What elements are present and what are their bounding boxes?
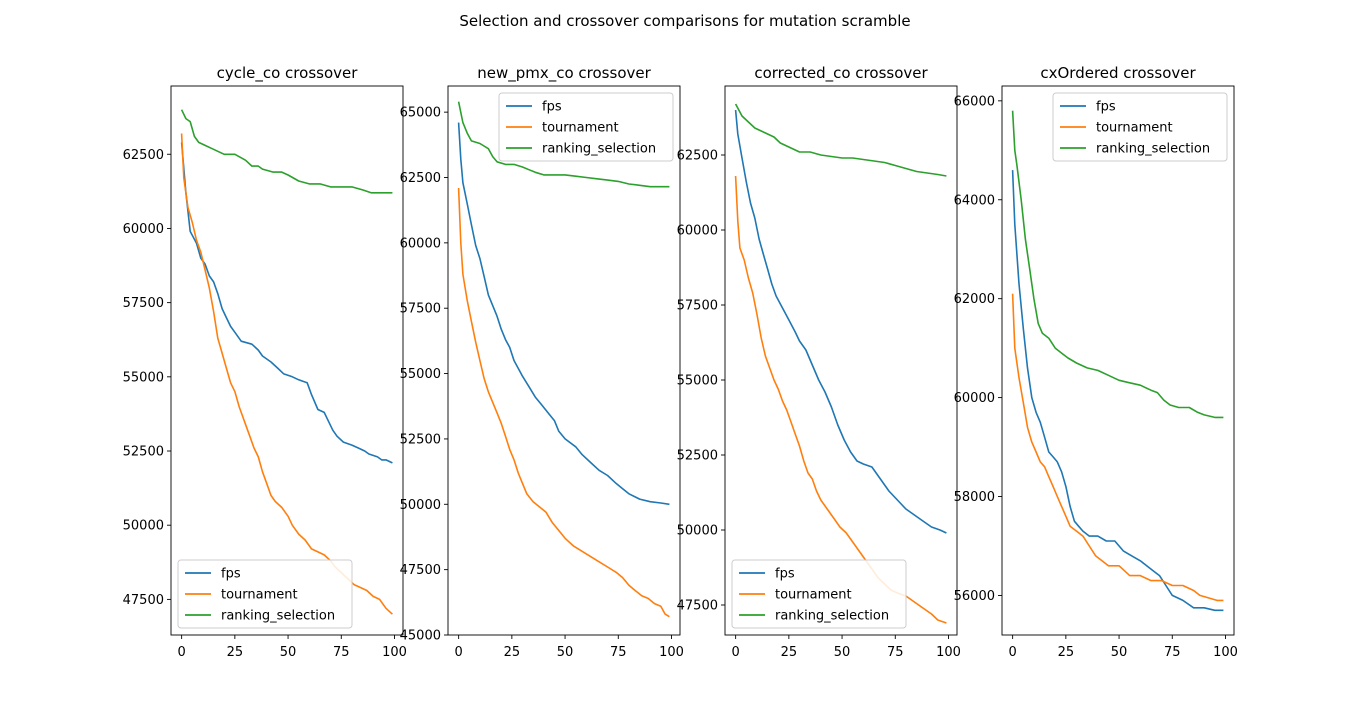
x-tick-label: 100	[936, 645, 961, 660]
y-tick-label: 57500	[677, 299, 718, 314]
series-line-fps	[457, 122, 670, 506]
y-tick-label: 50000	[677, 524, 718, 539]
y-tick-label: 60000	[677, 224, 718, 239]
y-tick-label: 47500	[400, 563, 441, 578]
subplot-3: corrected_co crossover 0 25 50 75 100 47500 500…	[677, 64, 961, 660]
x-tick-label: 75	[333, 645, 350, 660]
x-tick-label: 50	[834, 645, 851, 660]
legend-label-tournament: tournament	[775, 588, 852, 603]
y-tick-label: 55000	[400, 367, 441, 382]
legend-label-tournament: tournament	[1096, 121, 1173, 136]
x-tick-label: 100	[382, 645, 407, 660]
series-line-ranking-selection	[734, 103, 947, 177]
axes-frame	[170, 85, 404, 636]
x-tick-label: 25	[1058, 645, 1075, 660]
legend-box	[1052, 92, 1228, 162]
y-tick-label: 45000	[400, 629, 441, 644]
x-tick-label: 100	[1213, 645, 1238, 660]
legend: fps tournament ranking_selection	[1052, 92, 1228, 162]
y-tick-label: 56000	[954, 589, 995, 604]
legend-label-tournament: tournament	[221, 588, 298, 603]
legend-label-ranking-selection: ranking_selection	[775, 609, 889, 624]
subplot-title: cxOrdered crossover	[1040, 64, 1196, 82]
legend-label-fps: fps	[542, 100, 562, 115]
x-tick-label: 0	[1009, 645, 1017, 660]
series-line-ranking-selection	[457, 101, 670, 188]
y-tick-label: 64000	[954, 193, 995, 208]
series-lines	[180, 109, 393, 615]
axes-frame	[724, 85, 958, 636]
legend-label-ranking-selection: ranking_selection	[1096, 142, 1210, 157]
legend-box	[731, 559, 907, 629]
figure-suptitle: Selection and crossover comparisons for …	[459, 12, 910, 30]
series-line-fps	[180, 142, 393, 464]
series-lines	[734, 103, 947, 624]
legend-label-ranking-selection: ranking_selection	[221, 609, 335, 624]
legend-label-fps: fps	[775, 567, 795, 582]
x-tick-label: 75	[887, 645, 904, 660]
x-tick-label: 100	[659, 645, 684, 660]
y-tick-label: 66000	[954, 94, 995, 109]
y-tick-label: 47500	[123, 593, 164, 608]
legend-label-fps: fps	[1096, 100, 1116, 115]
legend-label-ranking-selection: ranking_selection	[542, 142, 656, 157]
x-tick-label: 25	[504, 645, 521, 660]
y-tick-label: 47500	[677, 599, 718, 614]
x-tick-label: 0	[178, 645, 186, 660]
legend-box	[498, 92, 674, 162]
subplot-title: cycle_co crossover	[217, 64, 359, 83]
y-tick-label: 50000	[123, 519, 164, 534]
y-tick-label: 60000	[123, 222, 164, 237]
y-tick-label: 60000	[400, 236, 441, 251]
subplot-title: new_pmx_co crossover	[477, 64, 651, 83]
y-tick-label: 62500	[400, 171, 441, 186]
series-line-tournament	[1011, 293, 1224, 602]
y-tick-label: 55000	[677, 374, 718, 389]
y-tick-label: 52500	[400, 432, 441, 447]
y-tick-label: 60000	[954, 391, 995, 406]
y-tick-label: 57500	[123, 296, 164, 311]
series-line-tournament	[734, 175, 947, 624]
series-line-ranking-selection	[180, 109, 393, 194]
series-line-tournament	[457, 187, 670, 618]
series-lines	[457, 101, 670, 618]
series-line-ranking-selection	[1011, 110, 1224, 419]
x-tick-label: 0	[455, 645, 463, 660]
y-tick-label: 55000	[123, 370, 164, 385]
y-tick-label: 58000	[954, 490, 995, 505]
legend: fps tournament ranking_selection	[498, 92, 674, 162]
axes-frame	[1001, 85, 1235, 636]
y-tick-label: 65000	[400, 106, 441, 121]
x-tick-label: 50	[557, 645, 574, 660]
legend-box	[177, 559, 353, 629]
x-tick-label: 0	[732, 645, 740, 660]
series-lines	[1011, 110, 1224, 612]
subplot-title: corrected_co crossover	[754, 64, 928, 83]
x-tick-label: 50	[280, 645, 297, 660]
axes-frame	[447, 85, 681, 636]
x-tick-label: 50	[1111, 645, 1128, 660]
y-tick-label: 57500	[400, 302, 441, 317]
y-tick-label: 62500	[123, 148, 164, 163]
x-tick-label: 75	[1164, 645, 1181, 660]
series-line-tournament	[180, 133, 393, 615]
y-tick-label: 62000	[954, 292, 995, 307]
x-tick-label: 75	[610, 645, 627, 660]
subplot-4: cxOrdered crossover 0 25 50 75 100 56000 58000 6…	[954, 64, 1238, 660]
legend: fps tournament ranking_selection	[731, 559, 907, 629]
legend-label-fps: fps	[221, 567, 241, 582]
y-tick-label: 50000	[400, 498, 441, 513]
subplot-2: new_pmx_co crossover 0 25 50 75 100 45000 47500…	[400, 64, 684, 660]
legend: fps tournament ranking_selection	[177, 559, 353, 629]
y-tick-label: 52500	[677, 449, 718, 464]
subplot-1: cycle_co crossover 0 25 50 75 100 47500 50000 52…	[123, 64, 407, 660]
series-line-fps	[1011, 170, 1224, 612]
series-line-fps	[734, 109, 947, 534]
x-tick-label: 25	[227, 645, 244, 660]
legend-label-tournament: tournament	[542, 121, 619, 136]
y-tick-label: 52500	[123, 445, 164, 460]
y-tick-label: 62500	[677, 149, 718, 164]
x-tick-label: 25	[781, 645, 798, 660]
